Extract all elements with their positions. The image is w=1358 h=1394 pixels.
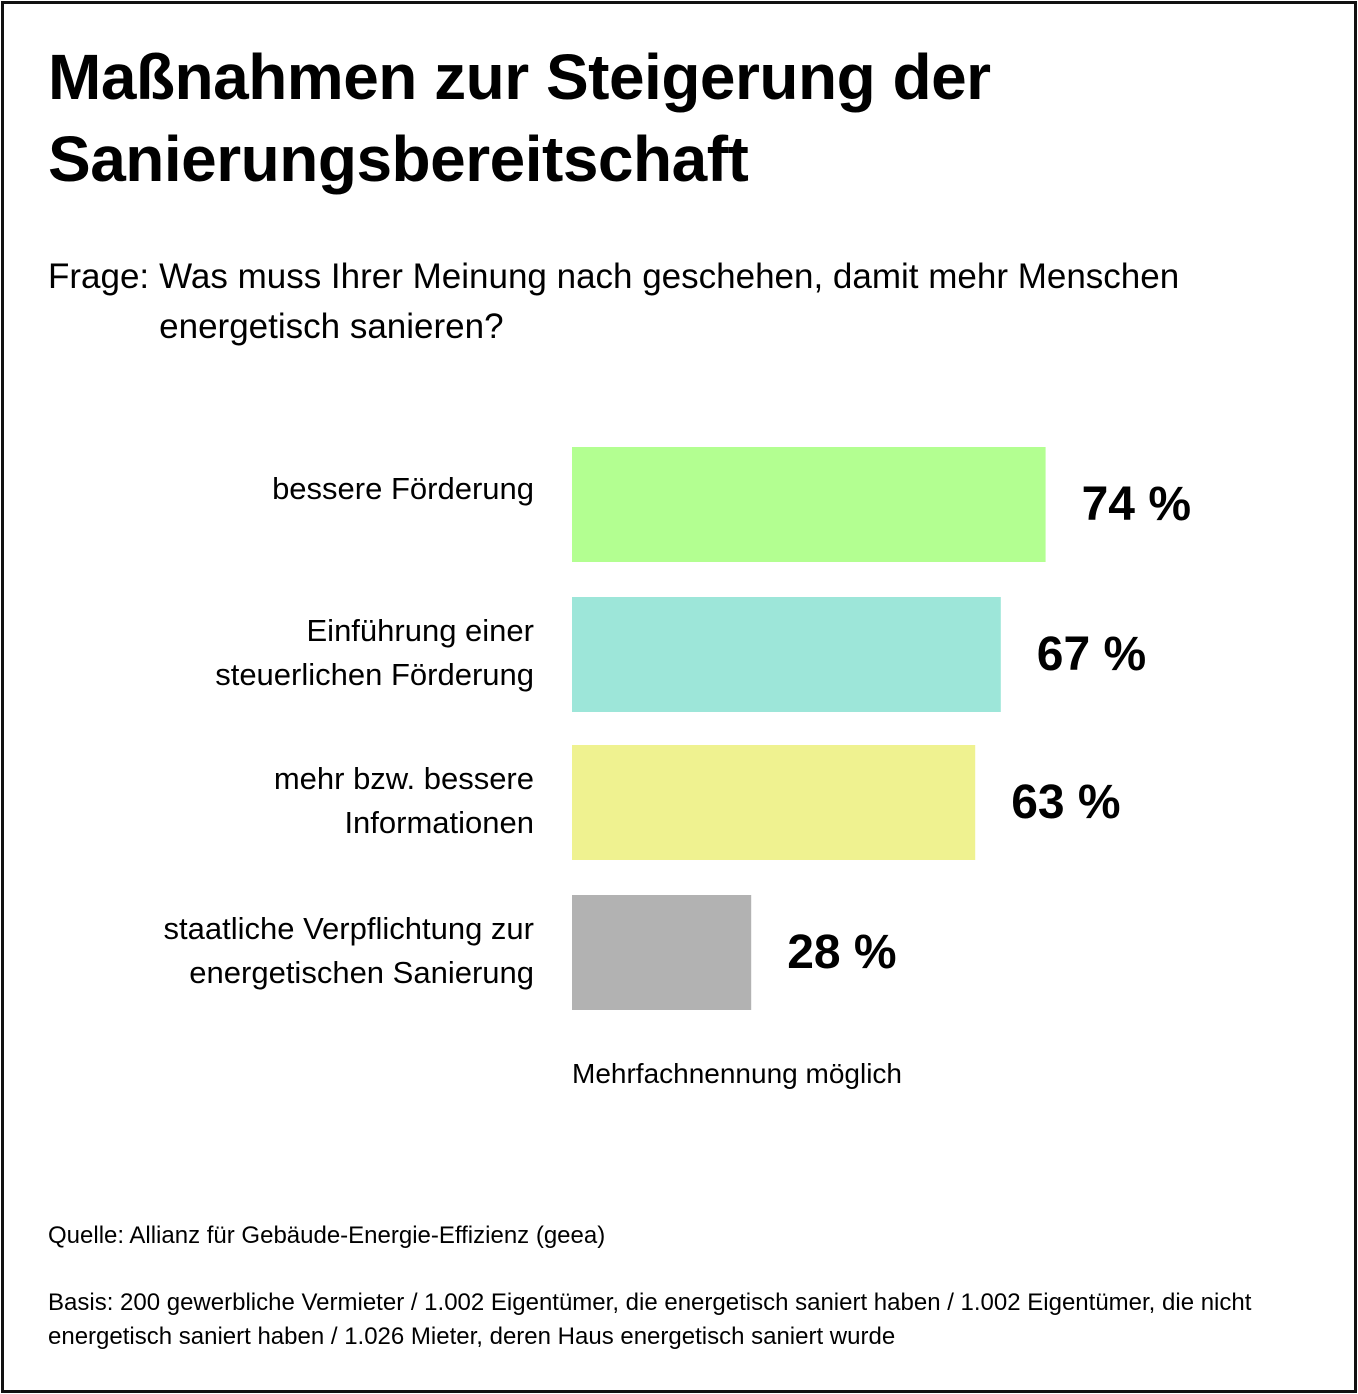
category-label-3-line-1: mehr bzw. bessere — [273, 761, 534, 796]
multiple-answers-note: Mehrfachnennung möglich — [572, 1058, 902, 1089]
category-label-1-line-1: bessere Förderung — [272, 471, 534, 506]
category-label-4-line-1: staatliche Verpflichtung zur — [163, 911, 535, 946]
category-label-2-line-2: steuerlichen Förderung — [215, 657, 534, 692]
chart-title-line-1: Maßnahmen zur Steigerung der — [48, 41, 991, 113]
basis-text: Basis: 200 gewerbliche Vermieter / 1.002… — [48, 1289, 1252, 1350]
bar-1 — [572, 447, 1046, 562]
value-label-4: 28 % — [787, 925, 897, 979]
value-label-2: 67 % — [1036, 627, 1147, 681]
chart-title: Maßnahmen zur Steigerung der Sanierungsb… — [48, 36, 1298, 200]
source-text: Quelle: Allianz für Gebäude-Energie-Effi… — [48, 1222, 606, 1249]
category-label-3: mehr bzw. bessere Informationen — [14, 757, 534, 845]
question-label: Frage: — [48, 257, 150, 296]
category-label-3-line-2: Informationen — [344, 805, 534, 840]
category-label-4: staatliche Verpflichtung zur energetische… — [14, 907, 535, 995]
question: Frage: Was muss Ihrer Meinung nach gesch… — [48, 252, 1318, 352]
category-label-1: bessere Förderung — [14, 467, 534, 511]
value-label-3: 63 % — [1011, 775, 1121, 829]
chart-title-line-2: Sanierungsbereitschaft — [48, 123, 749, 195]
category-label-2-line-1: Einführung einer — [306, 613, 535, 648]
bar-4 — [572, 895, 752, 1010]
category-label-4-line-2: energetischen Sanierung — [189, 955, 534, 990]
bar-3 — [572, 745, 976, 860]
value-label-1: 74 % — [1081, 477, 1191, 531]
category-label-2: Einführung einer steuerlichen Förderung — [14, 609, 534, 697]
question-text: Was muss Ihrer Meinung nach geschehen, d… — [159, 257, 1180, 346]
bar-2 — [572, 597, 1001, 712]
